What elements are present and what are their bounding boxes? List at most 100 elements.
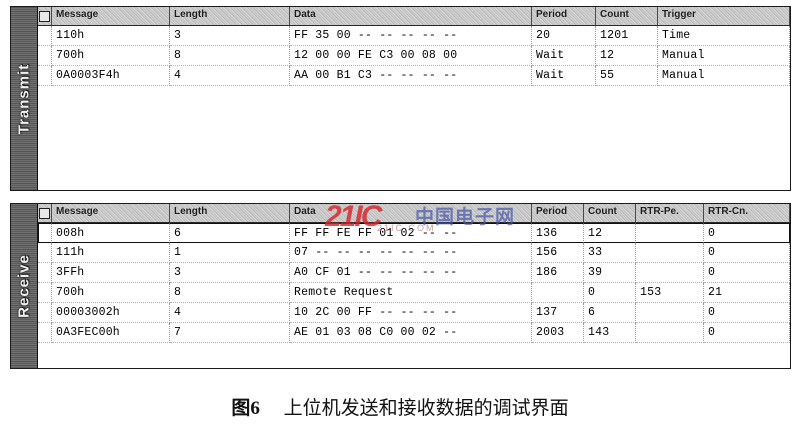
transmit-cell-message: 110h — [52, 26, 170, 46]
receive-panel: Receive Message Length Data Period Count… — [10, 203, 791, 369]
transmit-panel-body: Message Length Data Period Count Trigger… — [38, 7, 790, 190]
transmit-cell-count: 1201 — [596, 26, 658, 46]
receive-cell-rtr-count: 0 — [704, 243, 790, 263]
transmit-cell-count: 55 — [596, 66, 658, 86]
receive-cell-data: Remote Request — [290, 283, 532, 303]
table-row[interactable]: 110h 3 FF 35 00 -- -- -- -- -- 20 1201 T… — [38, 26, 790, 46]
receive-cell-rtr-period — [636, 323, 704, 343]
transmit-header-trigger[interactable]: Trigger — [658, 7, 790, 25]
transmit-side-label: Transmit — [15, 63, 33, 134]
transmit-header-row: Message Length Data Period Count Trigger — [38, 7, 790, 26]
transmit-cell-trigger: Manual — [658, 66, 790, 86]
table-row[interactable]: 008h 6 FF FF FE FF 01 02 -- -- 136 12 0 — [38, 223, 790, 243]
receive-header-period[interactable]: Period — [532, 204, 584, 222]
receive-cell-data: 07 -- -- -- -- -- -- -- — [290, 243, 532, 263]
receive-cell-rtr-period — [636, 263, 704, 283]
transmit-cell-trigger: Time — [658, 26, 790, 46]
receive-header-rtr-period[interactable]: RTR-Pe. — [636, 204, 704, 222]
transmit-header-length[interactable]: Length — [170, 7, 290, 25]
table-row[interactable]: 0A0003F4h 4 AA 00 B1 C3 -- -- -- -- Wait… — [38, 66, 790, 86]
receive-sidebar: Receive — [11, 204, 38, 368]
receive-cell-rtr-count: 21 — [704, 283, 790, 303]
receive-row-checkbox[interactable] — [38, 323, 52, 343]
receive-row-checkbox[interactable] — [38, 263, 52, 283]
receive-cell-rtr-count: 0 — [704, 263, 790, 283]
receive-cell-length: 4 — [170, 303, 290, 323]
receive-cell-length: 6 — [170, 223, 290, 243]
transmit-cell-message: 700h — [52, 46, 170, 66]
receive-cell-data: 10 2C 00 FF -- -- -- -- — [290, 303, 532, 323]
receive-header-data[interactable]: Data — [290, 204, 532, 222]
checkbox-icon[interactable] — [39, 207, 50, 219]
receive-cell-period: 137 — [532, 303, 584, 323]
transmit-cell-period: 20 — [532, 26, 596, 46]
transmit-cell-period: Wait — [532, 66, 596, 86]
transmit-row-checkbox[interactable] — [38, 26, 52, 46]
transmit-row-checkbox[interactable] — [38, 66, 52, 86]
receive-cell-count: 33 — [584, 243, 636, 263]
receive-cell-message: 00003002h — [52, 303, 170, 323]
receive-cell-period: 156 — [532, 243, 584, 263]
receive-cell-count: 0 — [584, 283, 636, 303]
receive-header-row: Message Length Data Period Count RTR-Pe.… — [38, 204, 790, 223]
receive-header-message[interactable]: Message — [52, 204, 170, 222]
receive-cell-period: 2003 — [532, 323, 584, 343]
transmit-rows: 110h 3 FF 35 00 -- -- -- -- -- 20 1201 T… — [38, 26, 790, 190]
table-row[interactable]: 3FFh 3 A0 CF 01 -- -- -- -- -- 186 39 0 — [38, 263, 790, 283]
transmit-cell-length: 8 — [170, 46, 290, 66]
receive-cell-rtr-period — [636, 303, 704, 323]
receive-header-length[interactable]: Length — [170, 204, 290, 222]
receive-cell-count: 143 — [584, 323, 636, 343]
receive-row-checkbox[interactable] — [38, 223, 52, 243]
receive-cell-length: 8 — [170, 283, 290, 303]
receive-header-rtr-count[interactable]: RTR-Cn. — [704, 204, 790, 222]
receive-cell-data: A0 CF 01 -- -- -- -- -- — [290, 263, 532, 283]
transmit-cell-data: FF 35 00 -- -- -- -- -- — [290, 26, 532, 46]
transmit-cell-length: 3 — [170, 26, 290, 46]
receive-cell-count: 39 — [584, 263, 636, 283]
receive-cell-period: 186 — [532, 263, 584, 283]
table-row[interactable]: 700h 8 Remote Request 0 153 21 — [38, 283, 790, 303]
receive-cell-data: FF FF FE FF 01 02 -- -- — [290, 223, 532, 243]
transmit-cell-data: AA 00 B1 C3 -- -- -- -- — [290, 66, 532, 86]
table-row[interactable]: 0A3FEC00h 7 AE 01 03 08 C0 00 02 -- 2003… — [38, 323, 790, 343]
table-row[interactable]: 00003002h 4 10 2C 00 FF -- -- -- -- 137 … — [38, 303, 790, 323]
transmit-header-message[interactable]: Message — [52, 7, 170, 25]
table-row[interactable]: 700h 8 12 00 00 FE C3 00 08 00 Wait 12 M… — [38, 46, 790, 66]
receive-rows: 008h 6 FF FF FE FF 01 02 -- -- 136 12 0 … — [38, 223, 790, 368]
transmit-header-count[interactable]: Count — [596, 7, 658, 25]
receive-row-checkbox[interactable] — [38, 243, 52, 263]
transmit-cell-trigger: Manual — [658, 46, 790, 66]
transmit-row-checkbox[interactable] — [38, 46, 52, 66]
transmit-cell-data: 12 00 00 FE C3 00 08 00 — [290, 46, 532, 66]
transmit-cell-period: Wait — [532, 46, 596, 66]
receive-cell-period: 136 — [532, 223, 584, 243]
receive-cell-rtr-period — [636, 243, 704, 263]
receive-header-count[interactable]: Count — [584, 204, 636, 222]
table-row[interactable]: 111h 1 07 -- -- -- -- -- -- -- 156 33 0 — [38, 243, 790, 263]
receive-cell-length: 7 — [170, 323, 290, 343]
receive-cell-rtr-count: 0 — [704, 223, 790, 243]
receive-cell-message: 0A3FEC00h — [52, 323, 170, 343]
receive-side-label: Receive — [15, 254, 33, 318]
transmit-cell-message: 0A0003F4h — [52, 66, 170, 86]
receive-cell-length: 3 — [170, 263, 290, 283]
figure-caption: 图6 上位机发送和接收数据的调试界面 — [0, 393, 800, 420]
checkbox-icon[interactable] — [39, 10, 50, 22]
transmit-cell-length: 4 — [170, 66, 290, 86]
transmit-header-data[interactable]: Data — [290, 7, 532, 25]
receive-cell-rtr-count: 0 — [704, 303, 790, 323]
receive-select-all-header[interactable] — [38, 204, 52, 222]
receive-cell-message: 3FFh — [52, 263, 170, 283]
receive-cell-message: 008h — [52, 223, 170, 243]
receive-cell-rtr-count: 0 — [704, 323, 790, 343]
receive-cell-message: 700h — [52, 283, 170, 303]
transmit-header-period[interactable]: Period — [532, 7, 596, 25]
transmit-select-all-header[interactable] — [38, 7, 52, 25]
receive-cell-period — [532, 283, 584, 303]
transmit-sidebar: Transmit — [11, 7, 38, 190]
transmit-panel: Transmit Message Length Data Period Coun… — [10, 6, 791, 191]
receive-row-checkbox[interactable] — [38, 303, 52, 323]
receive-row-checkbox[interactable] — [38, 283, 52, 303]
